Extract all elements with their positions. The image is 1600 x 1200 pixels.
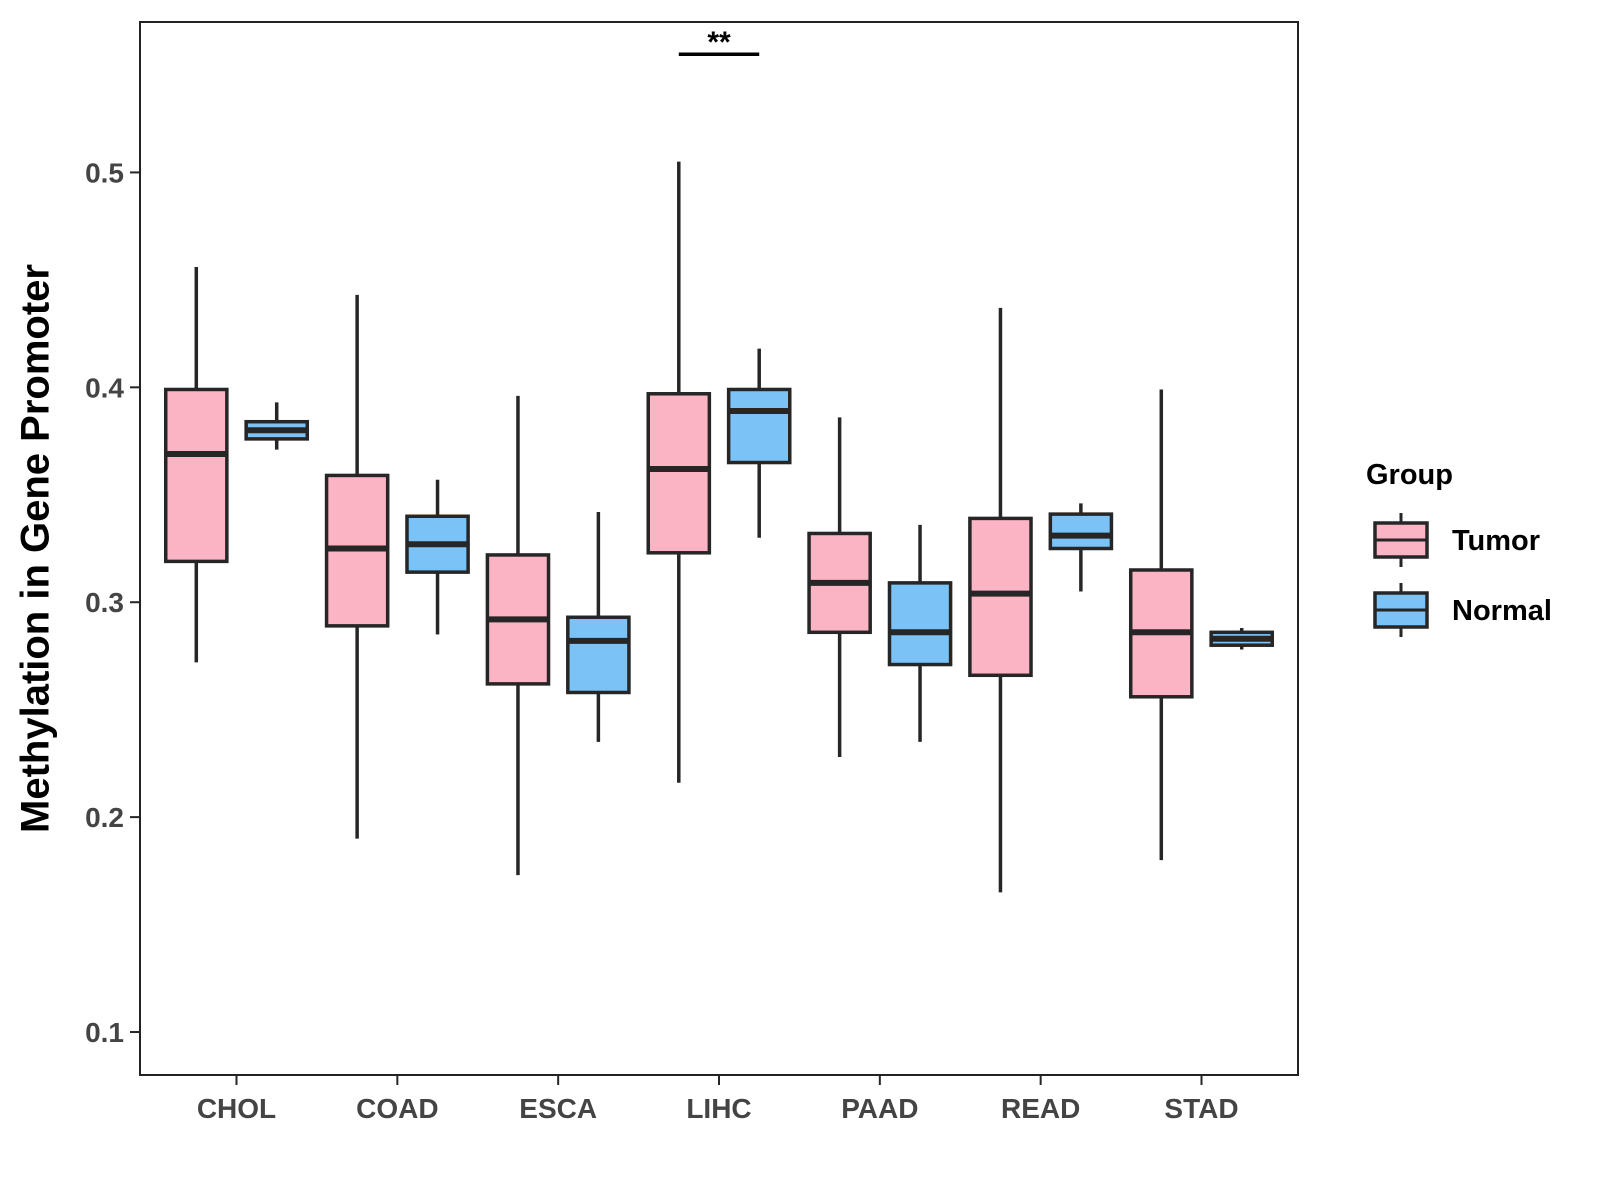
y-tick-label: 0.3	[85, 587, 124, 618]
box-normal-esca	[566, 511, 631, 742]
box-tumor-stad	[1128, 389, 1194, 861]
box-normal-lihc	[726, 348, 792, 538]
box-tumor-read	[968, 307, 1033, 893]
box-tumor-paad	[807, 417, 872, 757]
box-iqr	[1048, 512, 1114, 551]
box-normal-read	[1048, 503, 1114, 592]
legend: Group Tumor Normal	[1366, 459, 1552, 637]
box-iqr	[646, 392, 712, 555]
legend-key-normal	[1373, 583, 1429, 637]
x-tick-label: PAAD	[841, 1093, 918, 1124]
significance-label: **	[707, 26, 731, 59]
box-iqr	[726, 387, 792, 465]
box-tumor-chol	[163, 266, 229, 663]
box-tumor-coad	[324, 294, 390, 839]
x-tick-label: LIHC	[686, 1093, 751, 1124]
box-normal-stad	[1209, 628, 1275, 650]
y-axis-title: Methylation in Gene Promoter	[14, 264, 58, 833]
x-tick-label: COAD	[356, 1093, 438, 1124]
significance-annotations: **	[678, 26, 760, 59]
box-tumor-esca	[485, 395, 551, 876]
box-iqr	[968, 516, 1033, 678]
box-group	[163, 161, 1275, 893]
box-iqr	[566, 615, 631, 695]
y-axis-ticks: 0.1 0.2 0.3 0.4 0.5	[85, 157, 140, 1048]
x-axis-ticks: CHOL COAD ESCA LIHC PAAD READ STAD	[197, 1075, 1239, 1124]
box-iqr	[163, 387, 229, 564]
legend-key-tumor	[1373, 513, 1429, 567]
y-tick-label: 0.4	[85, 372, 124, 403]
y-tick-label: 0.5	[85, 157, 124, 188]
x-tick-label: STAD	[1164, 1093, 1238, 1124]
plot-panel-border	[139, 21, 1299, 1076]
y-tick-label: 0.1	[85, 1017, 124, 1048]
legend-label-tumor: Tumor	[1452, 525, 1540, 557]
box-normal-chol	[244, 402, 310, 450]
box-normal-coad	[405, 479, 470, 635]
box-iqr	[887, 581, 953, 667]
y-tick-label: 0.2	[85, 802, 124, 833]
x-tick-label: READ	[1001, 1093, 1080, 1124]
x-tick-label: CHOL	[197, 1093, 276, 1124]
box-normal-paad	[887, 524, 953, 742]
legend-label-normal: Normal	[1452, 595, 1552, 627]
box-tumor-lihc	[646, 161, 712, 783]
x-tick-label: ESCA	[519, 1093, 597, 1124]
legend-title: Group	[1366, 459, 1453, 491]
